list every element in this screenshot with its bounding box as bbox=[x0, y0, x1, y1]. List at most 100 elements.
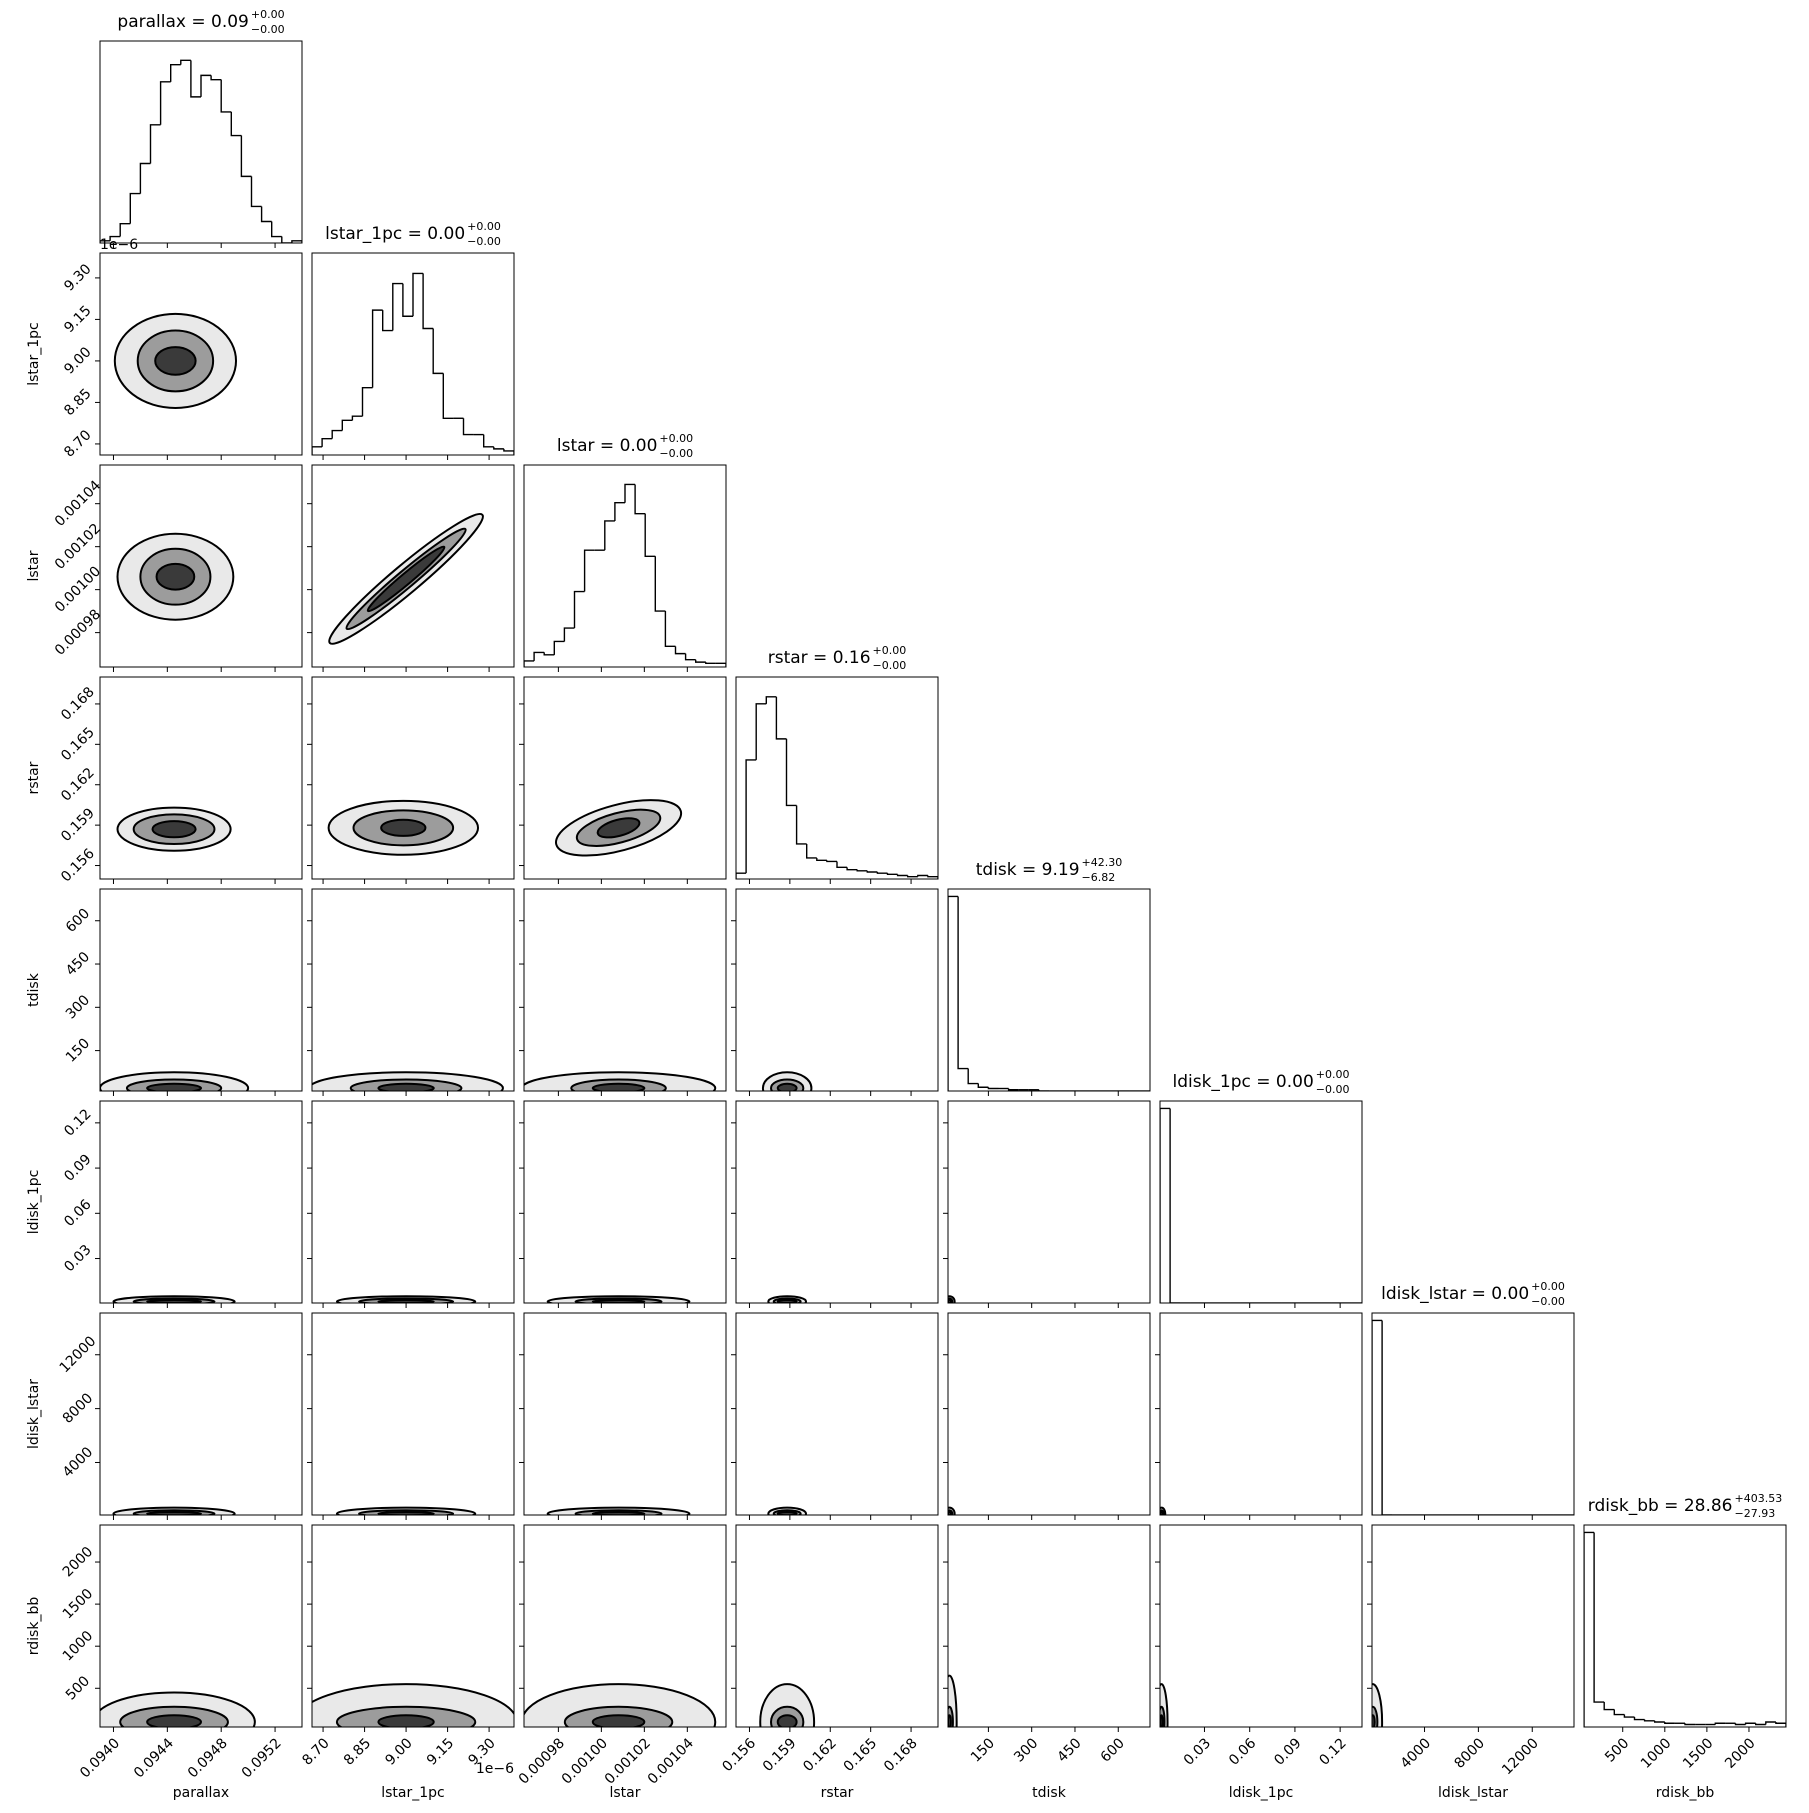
y-tick-label: 600 bbox=[63, 906, 93, 936]
x-tick-label: 1000 bbox=[1638, 1735, 1675, 1772]
x-tick-label: 1500 bbox=[1680, 1735, 1717, 1772]
hist-bin bbox=[220, 79, 232, 113]
hist-bin bbox=[816, 857, 827, 862]
x-axis-label: ldisk_lstar bbox=[1438, 1785, 1508, 1801]
contour bbox=[377, 1714, 435, 1727]
y-tick-label: 0.12 bbox=[61, 1106, 94, 1139]
hist-bin bbox=[583, 549, 595, 592]
y-tick-label: 0.162 bbox=[58, 765, 98, 805]
hist-bin bbox=[382, 310, 393, 332]
y-offset-label: 1e−6 bbox=[100, 237, 138, 253]
x-tick-label: 0.09 bbox=[1271, 1735, 1304, 1768]
hist-bin bbox=[948, 895, 959, 1091]
panel-frame bbox=[99, 1312, 303, 1516]
hist-bin bbox=[684, 653, 696, 661]
panel-frame bbox=[735, 676, 939, 880]
x-tick-label: 0.00098 bbox=[516, 1735, 568, 1787]
panel-content bbox=[546, 1295, 691, 1303]
contour bbox=[1372, 1714, 1376, 1727]
x-tick-label: 450 bbox=[1054, 1735, 1084, 1765]
hist-bin bbox=[664, 611, 676, 648]
contour bbox=[146, 1714, 202, 1727]
panel-frame bbox=[311, 464, 515, 668]
contour bbox=[377, 1082, 435, 1091]
panel-content bbox=[948, 1295, 956, 1303]
y-tick-label: 0.156 bbox=[58, 846, 98, 886]
title-plus: +403.53 bbox=[1735, 1492, 1783, 1505]
y-tick-label: 0.159 bbox=[58, 805, 98, 845]
hist-bin bbox=[957, 896, 969, 1070]
panel-frame bbox=[735, 888, 939, 1092]
contour bbox=[948, 1714, 952, 1727]
hist-bin bbox=[624, 483, 636, 503]
hist-bin bbox=[563, 627, 575, 642]
hist-bin bbox=[1734, 1723, 1746, 1726]
panel-content bbox=[327, 799, 480, 856]
title-minus: −0.00 bbox=[1316, 1083, 1350, 1096]
panel-content bbox=[759, 1683, 816, 1727]
hist-bin bbox=[1160, 1107, 1171, 1303]
y-tick-label: 450 bbox=[63, 949, 93, 979]
panel-frame bbox=[947, 888, 1151, 1092]
hist-bin bbox=[1613, 1709, 1625, 1716]
panel-content bbox=[761, 1071, 813, 1091]
hist-bin bbox=[927, 875, 938, 879]
hist-bin bbox=[826, 860, 837, 863]
hist-bin bbox=[312, 446, 323, 455]
hist-bin bbox=[917, 874, 928, 877]
title-minus: −27.93 bbox=[1735, 1507, 1776, 1520]
y-tick-label: 0.168 bbox=[58, 684, 98, 724]
x-tick-label: 8.70 bbox=[299, 1735, 332, 1768]
contour bbox=[591, 1714, 646, 1727]
panel-title: rdisk_bb = 28.86 bbox=[1588, 1496, 1733, 1516]
hist-bin bbox=[1381, 1320, 1393, 1515]
hist-bin bbox=[351, 415, 363, 421]
hist-bin bbox=[896, 874, 908, 877]
contour bbox=[155, 562, 196, 591]
y-tick-label: 12000 bbox=[57, 1333, 100, 1376]
hist-bin bbox=[1684, 1723, 1696, 1726]
hist-bin bbox=[634, 484, 646, 515]
panel-frame bbox=[311, 676, 515, 880]
panel-content bbox=[1372, 1319, 1574, 1515]
hist-bin bbox=[281, 236, 292, 243]
hist-bin bbox=[1664, 1722, 1675, 1724]
panel-content bbox=[736, 696, 938, 879]
hist-bin bbox=[432, 328, 444, 375]
panel-content bbox=[335, 1295, 477, 1303]
panel-content bbox=[546, 1506, 691, 1515]
y-tick-label: 9.30 bbox=[61, 261, 94, 294]
panel-content bbox=[767, 1506, 808, 1515]
panel-frame bbox=[1159, 1100, 1363, 1304]
contour bbox=[596, 817, 641, 839]
hist-bin bbox=[674, 646, 686, 655]
contour bbox=[948, 1511, 952, 1515]
panel-frame bbox=[311, 888, 515, 1092]
contour bbox=[776, 1714, 798, 1727]
panel-title: ldisk_lstar = 0.00 bbox=[1381, 1284, 1529, 1304]
hist-bin bbox=[371, 309, 383, 388]
panel-content bbox=[524, 1683, 717, 1727]
y-tick-label: 300 bbox=[63, 992, 93, 1022]
panel-frame bbox=[523, 1312, 727, 1516]
hist-bin bbox=[170, 63, 181, 82]
y-tick-label: 0.03 bbox=[61, 1242, 94, 1275]
panel-content bbox=[948, 1674, 958, 1727]
panel-title: lstar = 0.00 bbox=[557, 436, 658, 456]
panel-frame bbox=[99, 1100, 303, 1304]
hist-bin bbox=[795, 805, 807, 845]
hist-bin bbox=[503, 448, 514, 455]
y-tick-label: 500 bbox=[63, 1673, 93, 1703]
hist-bin bbox=[755, 703, 767, 760]
contour bbox=[591, 1082, 646, 1091]
y-axis-label: tdisk bbox=[26, 972, 42, 1007]
panel-frame bbox=[947, 1312, 1151, 1516]
title-plus: +0.00 bbox=[251, 8, 285, 21]
contour bbox=[366, 545, 446, 613]
hist-bin bbox=[524, 660, 535, 667]
hist-bin bbox=[1593, 1532, 1605, 1703]
contour bbox=[151, 820, 197, 839]
y-axis-label: rdisk_bb bbox=[26, 1597, 42, 1656]
hist-bin bbox=[1765, 1721, 1776, 1725]
hist-bin bbox=[736, 872, 747, 879]
